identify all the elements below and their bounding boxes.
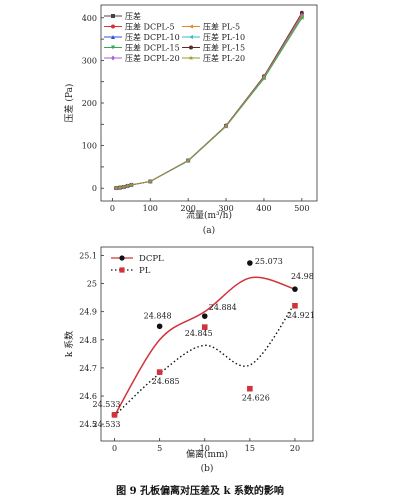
chart-a-point [121, 184, 127, 190]
chart-a-ylabel: 压差 (Pa) [63, 84, 75, 123]
chart-a-ytick-label: 300 [82, 56, 97, 65]
chart-a-legend-label: 压差 DCPL-15 [125, 43, 180, 53]
chart-a-legend-marker [111, 35, 115, 39]
chart-b-ytick-label: 24.6 [79, 392, 97, 401]
chart-a-point [147, 178, 153, 184]
chart-b-point [247, 260, 253, 266]
chart-b-point [201, 324, 208, 330]
chart-b-data-label: 24.533 [93, 400, 121, 409]
chart-b-data-label: 24.533 [93, 420, 121, 429]
chart-a-legend-label: 压差 DCPL-5 [125, 22, 175, 32]
chart-a-point [299, 10, 304, 15]
chart-a-legend-marker [111, 14, 115, 18]
chart-a-xtick-label: 400 [256, 204, 271, 213]
chart-b-xtick-label: 20 [290, 444, 300, 453]
chart-a-legend-label: 压差 PL-15 [203, 43, 245, 53]
chart-b-trend-line [114, 302, 296, 417]
chart-b-point [156, 323, 163, 330]
chart-b-data-label: 24.884 [209, 303, 237, 312]
chart-b: 0 5 10 15 20 24.5 24.6 24.7 24.8 24.9 25 25.1 24.53… [63, 246, 315, 474]
chart-a-ytick-label: 200 [82, 99, 97, 108]
figure-caption: 图 9 孔板偏离对压差及 k 系数的影响 [116, 484, 284, 497]
chart-a-legend-marker [189, 35, 193, 39]
chart-b-xtick-label: 0 [112, 444, 117, 453]
chart-a-legend-label: 压差 PL-10 [203, 32, 245, 42]
chart-a-point [261, 74, 267, 80]
chart-b-data-label: 24.845 [185, 329, 213, 338]
chart-a-xtick-label: 100 [143, 204, 158, 213]
chart-b-data-label: 24.626 [242, 394, 270, 403]
chart-a-panel-label: (a) [203, 225, 215, 236]
chart-b-ylabel: k 系数 [63, 331, 75, 357]
chart-a-legend-marker [188, 55, 194, 61]
chart-a-legend-marker [111, 45, 115, 50]
chart-a-point [113, 185, 119, 191]
chart-b-ytick-label: 24.7 [79, 364, 97, 373]
chart-a-ytick-label: 100 [82, 142, 97, 151]
chart-a-point [185, 157, 191, 163]
chart-a-legend-label: 压差 PL-20 [203, 53, 245, 63]
chart-b-data-label: 24.98 [291, 272, 314, 281]
chart-a-legend-label: 压差 PL-5 [203, 22, 240, 32]
chart-a-point [117, 185, 123, 190]
chart-b-data-label: 24.848 [144, 311, 172, 320]
chart-b-xtick-label: 5 [157, 444, 162, 453]
chart-a-legend-marker [111, 55, 115, 61]
chart-b-ytick-label: 25.1 [79, 251, 97, 260]
chart-a-legend-label: 压差 DCPL-10 [125, 32, 180, 42]
chart-b-data-label: 24.685 [152, 377, 180, 386]
chart-b-point [292, 302, 298, 309]
chart-a-xtick-label: 300 [218, 204, 233, 213]
chart-a-point [299, 13, 305, 19]
chart-b-xlabel: 偏离(mm) [186, 448, 228, 460]
chart-a-xtick-label: 500 [294, 204, 309, 213]
chart-b-frame [100, 246, 314, 442]
chart-a-xlabel: 流量(m³/h) [186, 209, 232, 221]
chart-a-legend-label: 压差 [125, 11, 141, 21]
chart-b-ytick-label: 24.5 [79, 420, 97, 429]
chart-a-legend-marker [189, 24, 193, 29]
chart-a-legend-marker [111, 24, 115, 29]
chart-b-panel-label: (b) [201, 463, 214, 474]
chart-b-point [111, 412, 118, 418]
chart-b-ytick-label: 24.9 [79, 308, 97, 317]
chart-b-ytick-label: 24.8 [79, 336, 97, 345]
chart-b-legend-marker [119, 255, 125, 261]
chart-a-series-line [116, 16, 303, 189]
chart-b-point [201, 313, 208, 319]
chart-b-legend-label: DCPL [139, 254, 164, 264]
chart-a-xtick-label: 0 [110, 204, 115, 213]
chart-b-ytick-label: 25 [87, 280, 97, 289]
chart-b-xtick-label: 10 [200, 444, 210, 453]
chart-a-legend-label: 压差 DCPL-20 [125, 53, 180, 63]
chart-a-ytick-label: 400 [82, 14, 97, 23]
chart-a-legend-marker [189, 45, 193, 50]
chart-b-point [292, 286, 298, 292]
chart-a-point [223, 123, 229, 129]
chart-a-point [124, 183, 131, 189]
chart-b-legend-label: PL [139, 266, 151, 276]
chart-b-xtick-label: 15 [245, 444, 255, 453]
chart-b-data-label: 24.921 [287, 311, 315, 320]
chart-b-point [247, 385, 253, 392]
chart-b-legend-marker [119, 267, 125, 273]
chart-b-data-label: 25.073 [255, 257, 283, 266]
chart-a-xtick-label: 200 [181, 204, 196, 213]
chart-a-point [128, 182, 134, 188]
chart-b-trend-line [113, 276, 296, 417]
chart-a-ytick-label: 0 [92, 184, 97, 193]
chart-b-point [156, 369, 163, 375]
